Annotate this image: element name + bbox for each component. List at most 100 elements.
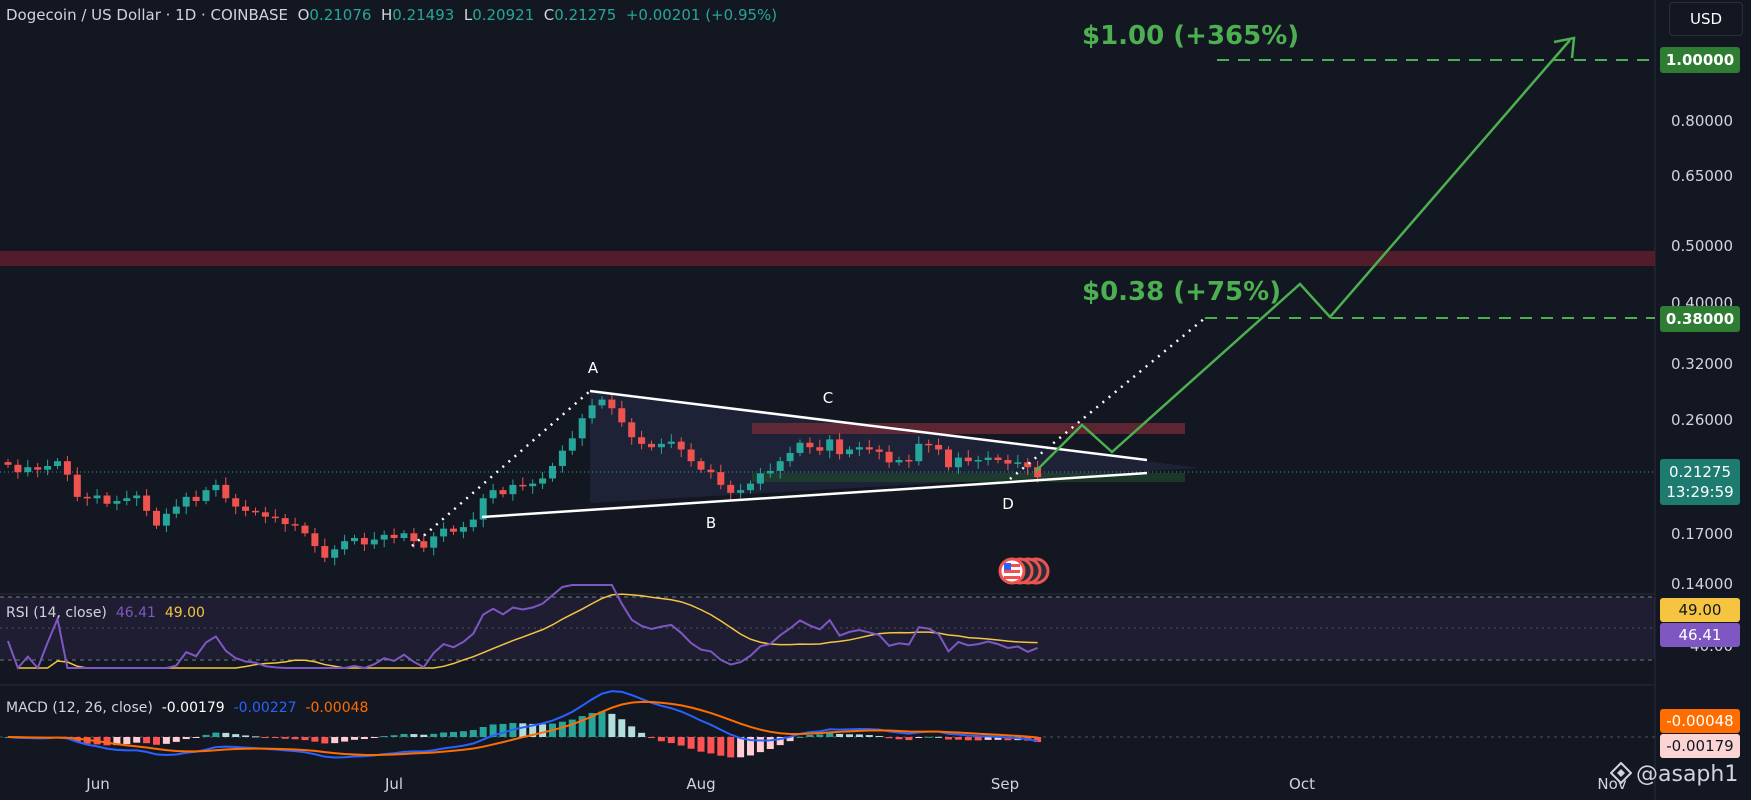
projection-path[interactable] [1034,39,1571,473]
macd-hist-bar [697,737,705,752]
macd-hist-bar [281,737,289,739]
price-tick: 0.50000 [1671,237,1733,255]
rsi-value-badge-text: 46.41 [1679,626,1722,644]
macd-hist-bar [103,737,111,746]
candle-body [875,449,883,452]
candle-body [747,483,754,491]
macd-hist-bar [707,737,715,754]
candle-body [816,447,824,451]
macd-hist-bar [459,731,467,737]
supply-zone [752,423,1185,434]
candle-body [786,452,794,462]
macd-hist-bar [846,734,853,737]
candle-body [242,506,250,511]
signal-value: -0.00227 [233,700,297,716]
low-value: 0.20921 [472,6,535,24]
macd-hist-bar [994,737,1002,740]
macd-hist-bar [271,737,279,738]
candle-body [994,457,1002,460]
macd-hist-bar [984,737,992,740]
macd-histogram [4,711,1042,758]
macd-legend[interactable]: MACD (12, 26, close) -0.00179 -0.00227 -… [6,700,368,716]
candle-body [806,442,814,448]
macd-hist-bar [450,731,457,737]
candle-body [539,478,547,484]
candle-body [271,516,279,519]
macd-hist-bar [727,737,735,758]
macd-hist-bar [895,737,903,740]
candle-body [430,536,438,548]
macd-hist-bar [608,713,616,737]
macd-hist-bar [519,723,527,737]
economic-events-icon[interactable] [998,557,1050,585]
candle-body [727,484,735,493]
candle-body [1034,467,1042,478]
macd-hist-bar [499,723,507,737]
macd-hist-bar [618,719,626,737]
macd-hist-bar [291,737,299,740]
macd-hist-bar [836,733,844,737]
candle-body [558,450,566,467]
macd-hist-bar [657,737,665,742]
point-b-label: B [706,514,716,532]
candle-body [63,461,71,475]
time-tick: Oct [1289,775,1315,793]
open-value: 0.21076 [309,6,372,24]
macd-hist-bar [162,737,170,744]
candle-body [143,495,151,511]
macd-hist-bar [123,737,131,745]
macd-hist-bar [469,730,477,737]
target-mid-label: $0.38 (+75%) [1082,277,1281,307]
macd-hist-bar [628,726,636,737]
macd-hist-bar [588,713,596,737]
macd-hist-bar [172,737,180,742]
candle-body [578,418,586,439]
candle-body [172,506,180,514]
close-value: 0.21275 [554,6,617,24]
macd-hist-bar [252,736,259,738]
candle-body [667,441,675,444]
author-logo-icon [1610,762,1632,784]
time-tick: Nov [1597,775,1626,793]
candle-body [331,549,339,558]
candle-body [261,512,269,517]
macd-hist-bar [479,726,487,737]
macd-hist-bar [489,724,497,737]
impulse-dotted-line[interactable] [411,390,591,547]
macd-line [7,690,1038,759]
candle-body [440,528,448,537]
candle-body [974,459,982,462]
candle-body [370,539,378,545]
candle-body [499,490,507,495]
price-tick: 0.80000 [1671,112,1733,130]
macd-hist-bar [667,737,675,744]
rsi-title: RSI (14, close) [6,605,107,621]
projection-arrowhead [1553,36,1576,59]
candle-body [54,461,61,467]
macd-hist-bar [202,734,210,737]
price-tick: 0.32000 [1671,355,1733,373]
triangle-upper-line[interactable] [589,389,1148,462]
macd-hist-bar [400,734,408,737]
candle-body [905,459,913,462]
symbol-title[interactable]: Dogecoin / US Dollar · 1D · COINBASE [6,6,289,24]
triangle-lower-line[interactable] [481,471,1148,519]
candle-body [826,439,834,451]
macd-hist-bar [558,721,566,737]
candle-body [24,467,32,473]
candle-body [846,449,853,455]
currency-button[interactable]: USD [1669,2,1743,36]
macd-hist-bar [875,735,883,737]
candle-body [648,443,655,448]
candle-body [410,533,418,542]
macd-badge [1660,734,1740,758]
macd-hist-bar [261,737,269,738]
macd-hist-bar [311,737,319,742]
candle-body [717,472,725,485]
candle-body [252,510,259,513]
candle-body [321,546,329,558]
rsi-legend[interactable]: RSI (14, close) 46.41 49.00 [6,605,205,621]
macd-hist-bar [638,732,646,737]
countdown-text: 13:29:59 [1666,483,1733,501]
